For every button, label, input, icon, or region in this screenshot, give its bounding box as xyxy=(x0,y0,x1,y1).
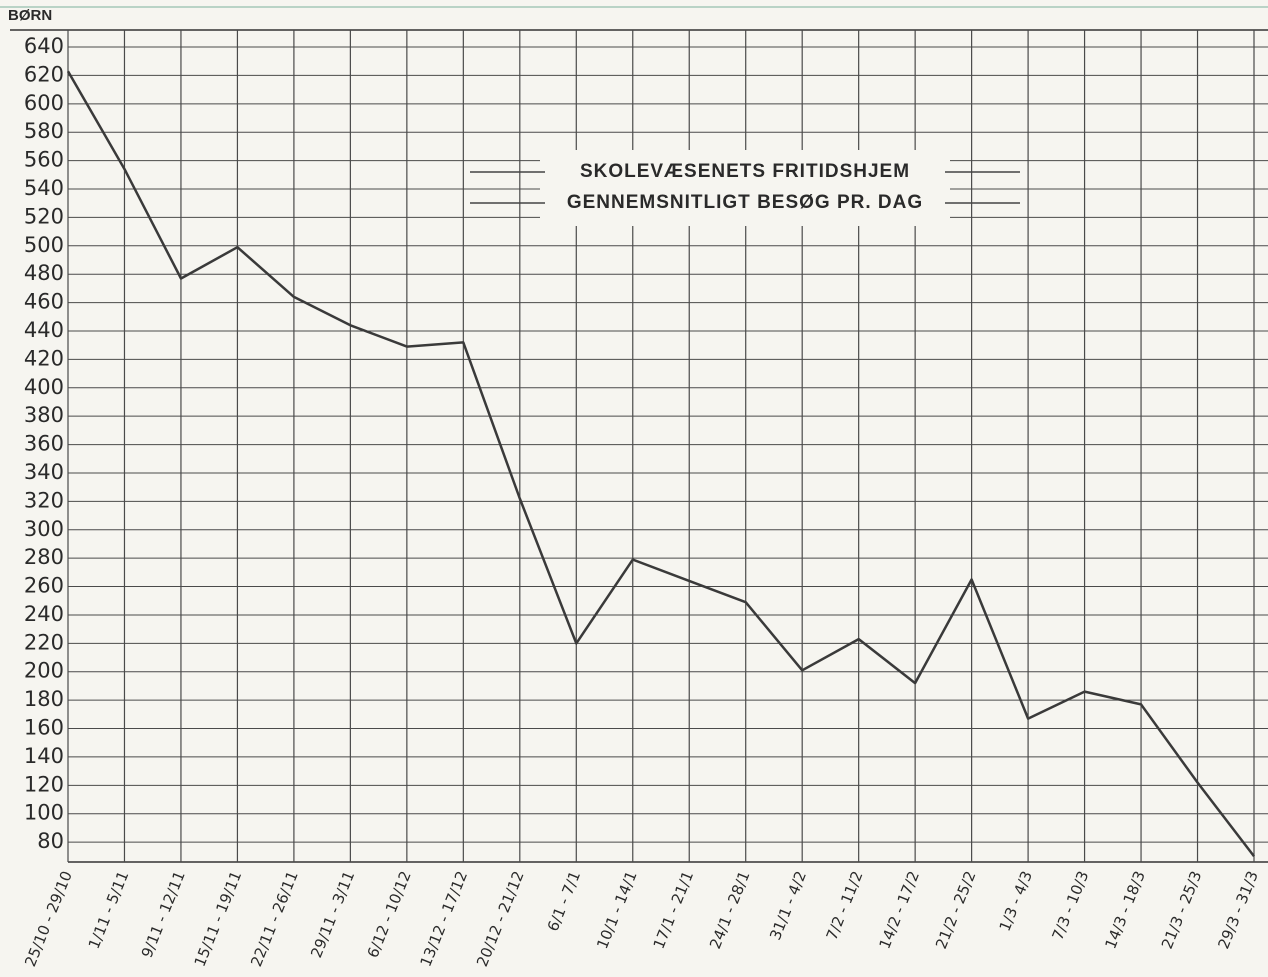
y-tick-label: 440 xyxy=(24,318,64,342)
y-tick-label: 80 xyxy=(37,829,64,853)
data-line xyxy=(66,70,1255,858)
chart-title: SKOLEVÆSENETS FRITIDSHJEM xyxy=(580,161,910,182)
y-tick-label: 340 xyxy=(24,460,64,484)
title-box xyxy=(540,150,950,226)
y-axis-label: BØRN xyxy=(8,7,52,24)
y-tick-label: 420 xyxy=(24,346,64,370)
y-tick-label: 180 xyxy=(24,687,64,711)
y-tick-label: 280 xyxy=(24,545,64,569)
y-tick-label: 240 xyxy=(24,602,64,626)
y-tick-label: 460 xyxy=(24,290,64,314)
y-tick-label: 320 xyxy=(24,488,64,512)
y-tick-label: 400 xyxy=(24,375,64,399)
y-tick-label: 300 xyxy=(24,517,64,541)
y-tick-label: 220 xyxy=(24,630,64,654)
y-tick-label: 100 xyxy=(24,801,64,825)
y-tick-label: 120 xyxy=(24,772,64,796)
y-tick-label: 380 xyxy=(24,403,64,427)
y-tick-label: 600 xyxy=(24,91,64,115)
y-tick-label: 140 xyxy=(24,744,64,768)
chart-subtitle: GENNEMSNITLIGT BESØG PR. DAG xyxy=(567,192,923,213)
y-tick-label: 640 xyxy=(24,34,64,58)
y-tick-label: 260 xyxy=(24,574,64,598)
y-tick-label: 160 xyxy=(24,716,64,740)
y-tick-label: 480 xyxy=(24,261,64,285)
marks xyxy=(66,70,1255,858)
y-tick-label: 560 xyxy=(24,148,64,172)
y-tick-label: 580 xyxy=(24,119,64,143)
y-tick-label: 360 xyxy=(24,432,64,456)
y-tick-label: 520 xyxy=(24,204,64,228)
y-tick-label: 540 xyxy=(24,176,64,200)
top-edge xyxy=(0,6,1268,8)
y-tick-label: 620 xyxy=(24,62,64,86)
y-tick-label: 200 xyxy=(24,659,64,683)
y-tick-label: 500 xyxy=(24,233,64,257)
